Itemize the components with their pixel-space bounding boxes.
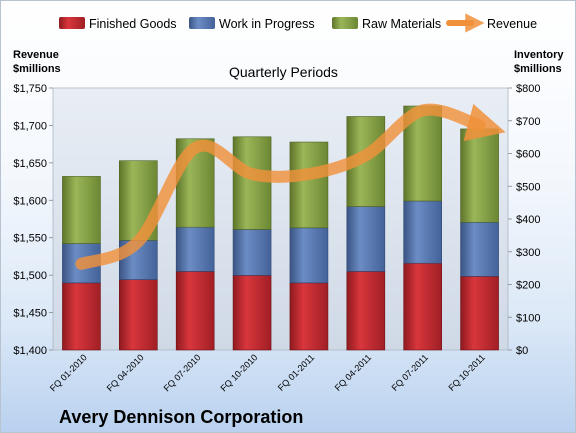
- right-tick-label: $600: [516, 149, 540, 161]
- right-tick-label: $300: [516, 247, 540, 259]
- bar-work-in-progress[interactable]: [346, 206, 386, 272]
- revenue-line[interactable]: [75, 103, 506, 270]
- right-axis-title-line-2: $millions: [514, 63, 562, 75]
- x-tick-label: FQ 04-2011: [333, 352, 374, 393]
- legend-swatch-work-in-progress: [189, 17, 215, 29]
- right-tick-label: $0: [516, 345, 528, 357]
- bar-raw-materials[interactable]: [289, 141, 329, 229]
- x-tick-label: FQ 07-2010: [162, 352, 203, 393]
- bar-finished-goods[interactable]: [460, 276, 499, 351]
- bar-finished-goods[interactable]: [346, 271, 386, 351]
- bar-work-in-progress[interactable]: [403, 200, 442, 264]
- left-tick-label: $1,600: [13, 195, 47, 207]
- bar-finished-goods[interactable]: [175, 271, 215, 351]
- bar-work-in-progress[interactable]: [460, 221, 499, 277]
- left-axis-title-line-2: $millions: [13, 63, 61, 75]
- chart-title: Quarterly Periods: [229, 64, 338, 80]
- bar-finished-goods[interactable]: [62, 282, 101, 351]
- legend-swatch-finished-goods: [59, 17, 85, 29]
- legend-swatch-raw-materials: [332, 17, 358, 29]
- x-tick-label: FQ 10-2011: [446, 352, 487, 393]
- legend-item-revenue[interactable]: Revenue: [446, 13, 537, 33]
- x-tick-label: FQ 10-2010: [218, 352, 259, 393]
- legend-item-finished-goods[interactable]: Finished Goods: [59, 17, 177, 31]
- legend-item-raw-materials[interactable]: Raw Materials: [332, 17, 441, 31]
- legend: Finished Goods Work in Progress Raw Mate…: [59, 13, 537, 33]
- x-axis: FQ 01-2010 FQ 04-2010 FQ 07-2010 FQ 10-2010…: [48, 352, 487, 393]
- left-axis-title-line-1: Revenue: [13, 49, 59, 61]
- right-tick-label: $400: [516, 214, 540, 226]
- right-tick-label: $100: [516, 312, 540, 324]
- right-tick-label: $500: [516, 181, 540, 193]
- revenue-series: [75, 103, 506, 270]
- right-tick-label: $700: [516, 116, 540, 128]
- left-axis: $1,400 $1,450 $1,500 $1,550 $1,600 $1,650 $1,7…: [13, 83, 53, 357]
- left-tick-label: $1,750: [13, 83, 47, 95]
- company-name: Avery Dennison Corporation: [59, 407, 303, 427]
- legend-label-work-in-progress: Work in Progress: [219, 17, 315, 31]
- bar-finished-goods[interactable]: [403, 262, 442, 351]
- left-tick-label: $1,400: [13, 345, 47, 357]
- right-tick-label: $800: [516, 83, 540, 95]
- left-tick-label: $1,650: [13, 158, 47, 170]
- x-tick-label: FQ 01-2011: [276, 352, 317, 393]
- x-tick-label: FQ 07-2011: [390, 352, 431, 393]
- left-tick-label: $1,550: [13, 233, 47, 245]
- right-axis-title-line-1: Inventory: [514, 49, 564, 61]
- left-tick-label: $1,450: [13, 308, 47, 320]
- x-tick-label: FQ 04-2010: [105, 352, 146, 393]
- bar-work-in-progress[interactable]: [232, 229, 272, 276]
- legend-label-raw-materials: Raw Materials: [362, 17, 441, 31]
- right-tick-label: $200: [516, 280, 540, 292]
- left-axis-title: Revenue $millions: [13, 49, 62, 75]
- bar-work-in-progress[interactable]: [289, 227, 329, 284]
- legend-label-revenue: Revenue: [487, 17, 537, 31]
- x-tick-label: FQ 01-2010: [48, 352, 89, 393]
- right-axis: $0 $100 $200 $300 $400 $500 $600 $700 $800: [508, 83, 540, 357]
- bar-raw-materials[interactable]: [460, 128, 499, 223]
- bar-raw-materials[interactable]: [62, 176, 101, 244]
- bar-finished-goods[interactable]: [232, 275, 272, 351]
- left-tick-label: $1,700: [13, 120, 47, 132]
- bar-work-in-progress[interactable]: [175, 226, 215, 272]
- left-tick-label: $1,500: [13, 270, 47, 282]
- legend-item-work-in-progress[interactable]: Work in Progress: [189, 17, 315, 31]
- bar-finished-goods[interactable]: [289, 282, 329, 351]
- legend-label-finished-goods: Finished Goods: [89, 17, 177, 31]
- bar-raw-materials[interactable]: [232, 136, 272, 230]
- bar-finished-goods[interactable]: [119, 279, 158, 351]
- right-axis-title: Inventory $millions: [514, 49, 567, 75]
